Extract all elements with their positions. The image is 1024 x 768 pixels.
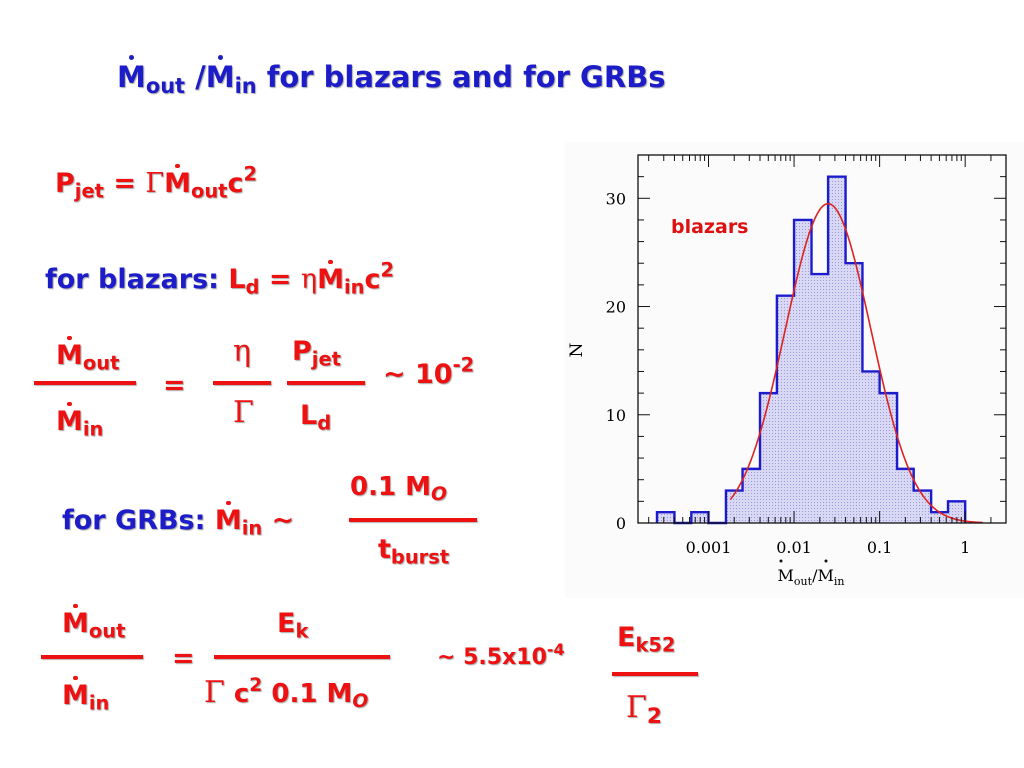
ratio1-approx: ~ 10-2 [383,353,475,390]
x-tick-label: 0.001 [686,538,732,557]
ek52-numerator: Ek52 [617,622,676,657]
ratio1-fraction-bar [34,381,136,385]
ek-fraction-bar [214,655,390,659]
pjet-numerator: Pjet [292,336,341,371]
histogram-bar [776,295,795,523]
grbs-tburst-denominator: tburst [378,534,450,569]
m-dot-out: M [117,55,146,94]
y-axis-label: N [567,342,587,357]
histogram-fill-layer [656,176,966,524]
ratio2-numerator: Mout [62,603,126,643]
blazars-label: for blazars: [45,264,219,295]
plot-frame [637,154,1007,524]
histogram-bar [897,468,914,523]
histogram-bar [742,468,761,523]
eta-symbol: η [233,334,251,369]
eta-gamma-bar [213,381,271,385]
ratio1-equals: = [163,370,186,401]
x-axis-label-dot-in [824,559,828,563]
histogram-bar [913,490,932,523]
gamma-symbol: Γ [233,395,254,430]
y-tick-label: 30 [606,189,626,208]
histogram-bar [828,176,846,523]
pjet-equation: Pjet = ΓMoutc2 [55,162,258,203]
gamma2-denominator: Γ2 [626,690,662,730]
ratio2-approx: ~ 5.5x10-4 [437,639,565,670]
x-axis-label: Mout/Min [778,566,845,588]
ratio2-equals: = [172,643,195,674]
x-tick-label: 0.01 [776,538,812,557]
histogram-bar [879,393,898,523]
ratio1-numerator: Mout [56,335,120,375]
grbs-label: for GRBs: [62,505,206,536]
slide-title: Mout /Min for blazars and for GRBs [117,55,666,98]
grbs-mass-numerator: 0.1 MO [350,472,447,506]
histogram-bar [760,393,777,523]
y-tick-label: 20 [606,298,626,317]
y-tick-label: 10 [606,406,626,425]
ratio2-fraction-bar [41,655,143,659]
y-tick-label: 0 [616,514,626,533]
m-dot-in: M [205,55,235,94]
x-axis-label-dot-out [779,559,783,563]
blazars-label: blazars [671,216,749,238]
histogram-bar [845,263,863,523]
ek52-fraction-bar [612,672,698,676]
grbs-fraction-bar [349,518,477,522]
pjet-ld-bar [287,381,365,385]
ek-denominator: Γ c2 0.1 MO [204,675,369,713]
grbs-lhs: for GRBs: Min ~ [62,500,295,540]
ld-denominator: Ld [300,400,332,435]
histogram-bar [656,512,675,523]
x-tick-label: 1 [960,538,970,557]
histogram-bar [794,219,812,524]
blazars-equation: for blazars: Ld = ηMinc2 [45,258,395,299]
histogram-bar [862,371,880,523]
x-tick-label: 0.1 [867,538,892,557]
histogram-bar [811,274,829,523]
ek-numerator: Ek [277,608,309,643]
fit-curve [729,202,983,524]
ratio2-denominator: Min [62,675,110,715]
ratio1-denominator: Min [56,401,104,441]
